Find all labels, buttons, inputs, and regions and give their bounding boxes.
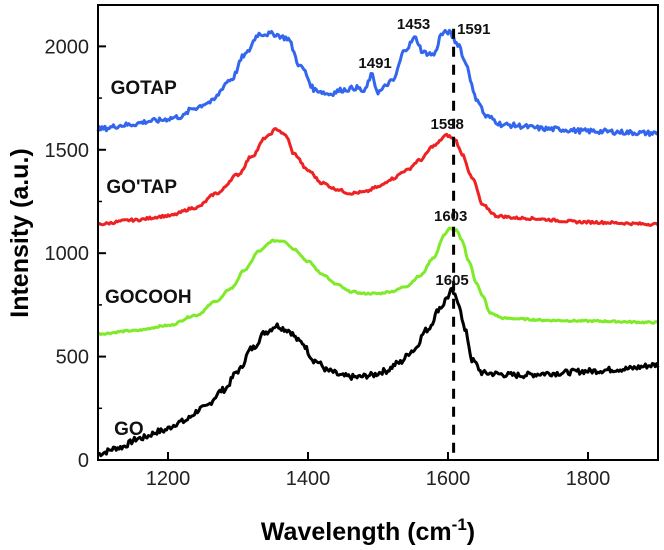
peak-annotation: 1603: [434, 208, 467, 225]
series-layer: [96, 28, 660, 458]
series-label: GO'TAP: [106, 177, 177, 198]
plot-frame: [97, 4, 659, 461]
x-axis-title-close: ): [467, 518, 475, 546]
series-line-2: [97, 127, 660, 227]
x-axis-title-main: Wavelength (cm: [261, 518, 452, 546]
x-tick-label: 1200: [146, 468, 191, 490]
series-label: GOCOOH: [105, 287, 192, 308]
y-tick-label: 1500: [45, 140, 90, 162]
x-axis-title: Wavelength (cm-1): [261, 515, 475, 546]
peak-annotation: 1605: [435, 272, 468, 289]
series-line-1: [97, 226, 659, 336]
ticks-layer: 1200 1400 1600 1800 0 500 1000 1500 2000: [45, 36, 611, 490]
x-tick-label: 1600: [426, 468, 471, 490]
y-tick-label: 2000: [45, 36, 90, 58]
y-tick-label: 0: [78, 450, 89, 472]
axes-layer: [97, 4, 659, 461]
x-tick-label: 1400: [286, 468, 331, 490]
y-axis-title: Intensity (a.u.): [6, 148, 34, 317]
labels-layer: GO GOCOOH GO'TAP GOTAP 1605 1603 1598 1491 1453 1…: [105, 16, 490, 440]
y-tick-label: 500: [56, 347, 89, 369]
y-tick-label: 1000: [45, 243, 90, 265]
peak-annotation: 1453: [397, 16, 430, 33]
series-line-0: [97, 286, 660, 458]
x-axis-title-sup: -1: [452, 515, 467, 534]
x-tick-label: 1800: [566, 468, 611, 490]
series-label: GOTAP: [111, 78, 177, 99]
peak-annotation: 1598: [431, 116, 464, 133]
peak-annotation: 1591: [457, 21, 490, 38]
peak-annotation: 1491: [358, 55, 391, 72]
series-line-3: [96, 28, 660, 137]
series-label: GO: [114, 419, 144, 440]
